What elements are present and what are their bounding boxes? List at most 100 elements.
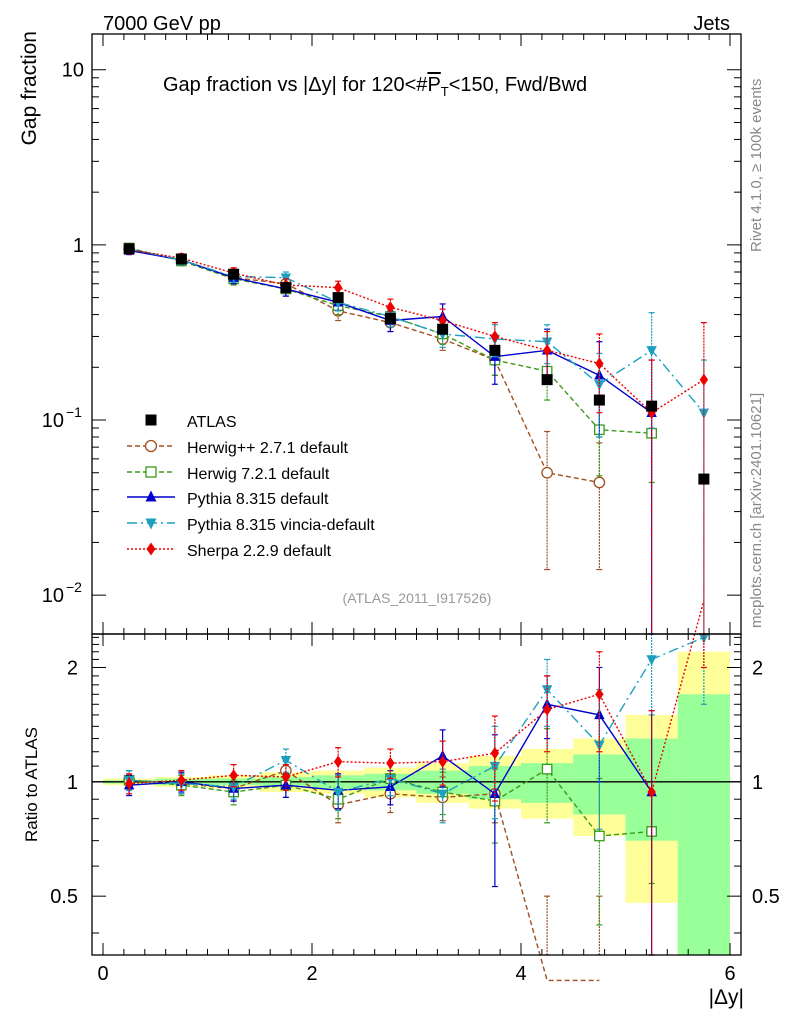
- ratio-point-Vincia-2: [228, 782, 239, 794]
- ratio-y-tick-label-right-2: 2: [752, 657, 763, 679]
- legend-item-vincia: Pythia 8.315 vincia-default: [127, 517, 375, 534]
- ratio-point-Vincia-6: [437, 789, 448, 800]
- y-tick-label-exponent-1: −2: [66, 579, 82, 595]
- legend-item-pythia: Pythia 8.315 default: [127, 490, 329, 508]
- jets-label: Jets: [693, 13, 730, 35]
- ratio-point-Sherpa-6: [438, 755, 447, 768]
- title-sub: T: [441, 84, 449, 99]
- ratio-point-Sherpa-10: [647, 785, 656, 799]
- main-point-ATLAS-10: [646, 400, 658, 412]
- analysis-id: (ATLAS_2011_I917526): [343, 590, 492, 606]
- y-tick-label-exp-1: 10: [42, 585, 64, 607]
- main-point-Herwigpp-9: [593, 476, 606, 489]
- legend-item-atlas: ATLAS: [145, 414, 237, 431]
- ratio-point-Sherpa-4: [333, 755, 343, 768]
- legend-label-herwigpp: Herwig++ 2.7.1 default: [187, 440, 349, 457]
- ratio-series: [123, 600, 710, 982]
- legend-marker-Vincia: [145, 518, 157, 530]
- legend-marker-Herwigpp: [144, 439, 158, 453]
- main-line-Sherpa: [129, 248, 705, 414]
- ratio-point-Vincia-10: [646, 655, 657, 666]
- legend-label-atlas: ATLAS: [187, 414, 237, 431]
- ratio-point-Sherpa-2: [229, 769, 238, 782]
- legend-marker-ATLAS: [145, 414, 157, 426]
- ratio-point-Sherpa-9: [595, 688, 604, 701]
- main-point-ATLAS-9: [593, 394, 605, 406]
- ratio-point-Sherpa-0: [124, 777, 134, 790]
- ratio-point-Vincia-8: [541, 685, 553, 696]
- ratio-point-Vincia-4: [332, 787, 344, 799]
- x-tick-label-2: 2: [306, 963, 317, 985]
- rivet-label: Rivet 4.1.0, ≥ 100k events: [748, 79, 765, 252]
- y-tick-label-exponent-0: −1: [66, 404, 82, 420]
- main-point-ATLAS-8: [541, 374, 553, 386]
- ratio-point-Sherpa-1: [177, 773, 186, 787]
- energy-label: 7000 GeV pp: [103, 13, 221, 35]
- ratio-point-Sherpa-5: [386, 756, 395, 770]
- ratio-line-Vincia: [129, 636, 705, 795]
- legend-item-herwigpp: Herwig++ 2.7.1 default: [127, 439, 349, 457]
- title-prefix: Gap fraction vs |Δy| for 120<#: [163, 74, 428, 96]
- x-tick-label-4: 4: [515, 963, 526, 985]
- ratio-point-Sherpa-7: [490, 746, 500, 760]
- ratio-point-Vincia-3: [280, 756, 292, 767]
- x-tick-label-0: 0: [97, 963, 108, 985]
- main-point-Sherpa-5: [386, 301, 395, 314]
- main-point-ATLAS-0: [123, 243, 135, 255]
- legend-marker-Herwig7: [145, 466, 157, 478]
- main-point-ATLAS-2: [228, 268, 240, 280]
- title-suffix: <150, Fwd/Bwd: [449, 74, 587, 96]
- ratio-point-Vincia-5: [385, 774, 396, 785]
- main-point-Sherpa-4: [333, 281, 343, 294]
- mcplots-label: mcplots.cern.ch [arXiv:2401.10621]: [748, 393, 765, 628]
- ratio-y-tick-label-right-1: 1: [752, 772, 763, 794]
- legend-label-sherpa: Sherpa 2.2.9 default: [187, 543, 332, 560]
- main-point-ATLAS-5: [384, 312, 396, 324]
- main-point-Sherpa-9: [595, 357, 604, 370]
- ratio-y-tick-label-left-2: 2: [67, 657, 78, 679]
- legend-item-sherpa: Sherpa 2.2.9 default: [127, 542, 332, 560]
- y-tick-label-exp-0: 10: [42, 410, 64, 432]
- ratio-point-Herwig7-9: [594, 830, 605, 842]
- legend-marker-Pythia: [145, 490, 157, 502]
- legend-label-herwig7: Herwig 7.2.1 default: [187, 466, 330, 483]
- legend: ATLAS Herwig++ 2.7.1 default Herwig 7.2.…: [127, 414, 375, 560]
- legend-marker-Sherpa: [146, 542, 156, 556]
- main-point-Vincia-8: [541, 337, 553, 348]
- main-point-ATLAS-4: [332, 292, 344, 304]
- ratio-Sherpa: [124, 600, 707, 956]
- ratio-y-axis-label: Ratio to ATLAS: [22, 727, 41, 842]
- y-axis-label: Gap fraction: [18, 31, 41, 145]
- main-point-ATLAS-3: [280, 282, 292, 294]
- main-point-Sherpa-8: [542, 344, 552, 357]
- ratio-point-Sherpa-8: [542, 703, 552, 716]
- main-line-Herwig7: [128, 247, 652, 434]
- legend-item-herwig7: Herwig 7.2.1 default: [127, 466, 330, 483]
- x-tick-label-6: 6: [724, 963, 735, 985]
- ratio-y-tick-label-left-0.5: 0.5: [50, 886, 78, 908]
- main-point-Sherpa-11: [699, 373, 709, 386]
- main-point-Vincia-10: [646, 346, 657, 357]
- band-inner-11: [677, 694, 730, 955]
- main-Sherpa: [124, 243, 709, 635]
- ratio-y-tick-label-right-0.5: 0.5: [752, 886, 780, 908]
- ratio-point-Herwig7-8: [541, 763, 553, 775]
- legend-label-vincia: Pythia 8.315 vincia-default: [187, 517, 375, 534]
- ratio-uncertainty-bands: [92, 651, 741, 955]
- y-tick-label-1: 1: [73, 235, 84, 257]
- y-tick-label-10: 10: [62, 60, 84, 82]
- ratio-y-tick-label-left-1: 1: [67, 772, 78, 794]
- main-point-ATLAS-6: [437, 323, 449, 335]
- legend-label-pythia: Pythia 8.315 default: [187, 491, 329, 508]
- main-point-Herwigpp-8: [541, 466, 553, 479]
- main-point-ATLAS-1: [175, 253, 187, 265]
- main-series: [123, 242, 710, 635]
- main-point-Sherpa-6: [438, 314, 447, 327]
- plot-title: Gap fraction vs |Δy| for 120<#PT<150, Fw…: [163, 74, 587, 99]
- ratio-point-Sherpa-3: [281, 770, 291, 784]
- title-pt: P: [427, 74, 440, 96]
- ratio-line-Herwigpp: [129, 769, 600, 982]
- ratio-line-Sherpa: [129, 600, 705, 794]
